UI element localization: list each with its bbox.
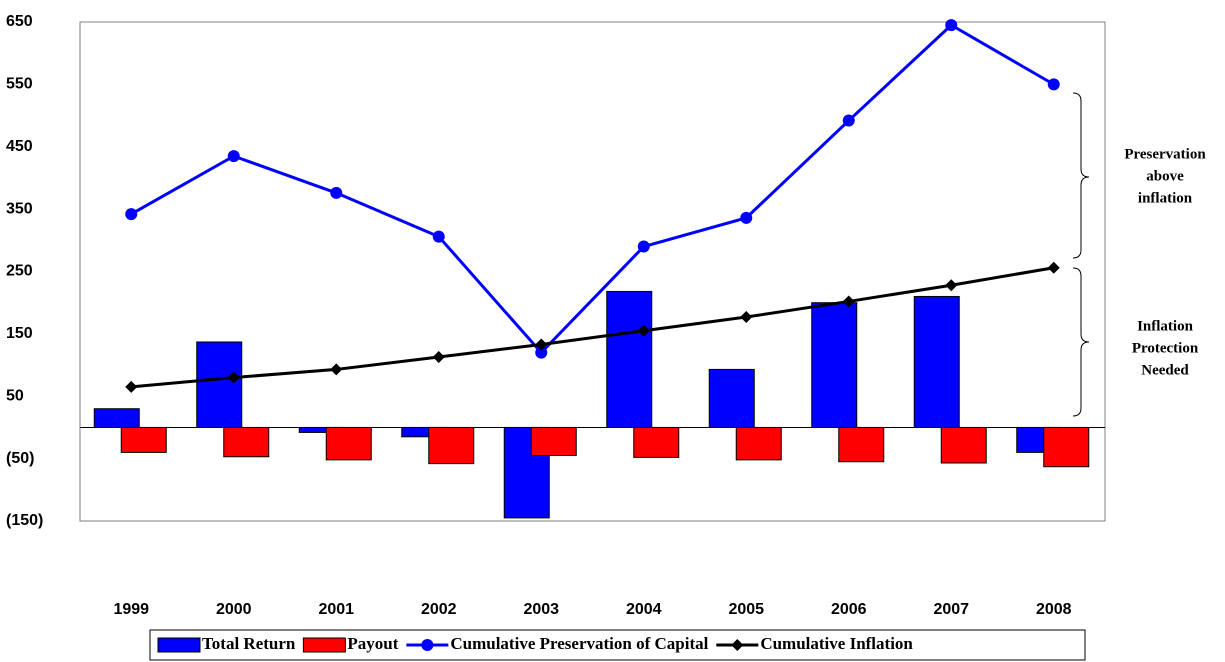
- y-tick-label: 550: [6, 76, 33, 93]
- annotation: Preservation: [1124, 146, 1206, 162]
- marker: [432, 350, 445, 363]
- bar: [735, 426, 782, 461]
- bar: [1043, 426, 1090, 468]
- x-tick-label: 1999: [113, 601, 149, 618]
- marker: [842, 114, 855, 127]
- marker: [637, 324, 650, 337]
- y-tick-label: 250: [6, 263, 33, 280]
- marker: [125, 208, 138, 221]
- marker: [330, 363, 343, 376]
- x-tick-label: 2005: [728, 601, 764, 618]
- marker: [432, 230, 445, 243]
- x-tick-label: 2008: [1036, 601, 1072, 618]
- marker: [1047, 261, 1060, 274]
- y-tick-label: 150: [6, 325, 33, 342]
- legend-marker: [731, 639, 744, 651]
- marker: [740, 211, 753, 224]
- marker: [637, 240, 650, 253]
- bar: [811, 302, 858, 428]
- legend-label: Cumulative Preservation of Capital: [450, 634, 708, 653]
- marker: [740, 311, 753, 324]
- marker: [227, 371, 240, 384]
- x-tick-label: 2002: [421, 601, 457, 618]
- y-tick-label: 50: [6, 387, 24, 404]
- x-tick-label: 2006: [831, 601, 867, 618]
- bar: [913, 295, 960, 428]
- bar: [606, 290, 653, 428]
- marker: [842, 295, 855, 308]
- marker: [125, 380, 138, 393]
- x-tick-label: 2000: [216, 601, 252, 618]
- annotation: Protection: [1132, 340, 1199, 356]
- marker: [227, 150, 240, 163]
- line: [131, 266, 1055, 389]
- annotation: above: [1146, 168, 1184, 184]
- legend-label: Payout: [347, 634, 398, 653]
- bar: [120, 426, 167, 453]
- annotation: inflation: [1138, 190, 1193, 206]
- marker: [535, 338, 548, 351]
- y-tick-label: 650: [6, 13, 33, 30]
- legend-swatch: [302, 637, 346, 653]
- marker: [330, 186, 343, 199]
- bar: [633, 426, 680, 458]
- y-tick-label: 350: [6, 200, 33, 217]
- bar: [196, 341, 243, 428]
- brace: [1072, 267, 1090, 417]
- bar: [93, 408, 140, 428]
- legend-swatch: [157, 637, 201, 653]
- x-tick-label: 2001: [318, 601, 354, 618]
- legend-label: Cumulative Inflation: [760, 634, 913, 653]
- line: [130, 23, 1055, 355]
- plot-area: [79, 21, 1106, 522]
- bar: [325, 426, 372, 461]
- marker: [1047, 78, 1060, 91]
- y-tick-label: 450: [6, 138, 33, 155]
- bar: [223, 426, 270, 458]
- bar: [530, 426, 577, 457]
- marker: [945, 19, 958, 32]
- annotation: Needed: [1141, 362, 1189, 378]
- bar: [838, 426, 885, 463]
- x-tick-label: 2003: [523, 601, 559, 618]
- y-tick-label: (150): [6, 512, 43, 529]
- marker: [945, 279, 958, 292]
- annotation: Inflation: [1137, 318, 1194, 334]
- y-tick-label: (50): [6, 450, 34, 467]
- marker: [535, 346, 548, 359]
- bar: [708, 368, 755, 428]
- brace: [1072, 92, 1090, 259]
- legend-label: Total Return: [202, 634, 296, 653]
- bar: [428, 426, 475, 465]
- x-tick-label: 2004: [626, 601, 662, 618]
- x-tick-label: 2007: [933, 601, 969, 618]
- legend-marker: [421, 639, 434, 651]
- bar: [940, 426, 987, 464]
